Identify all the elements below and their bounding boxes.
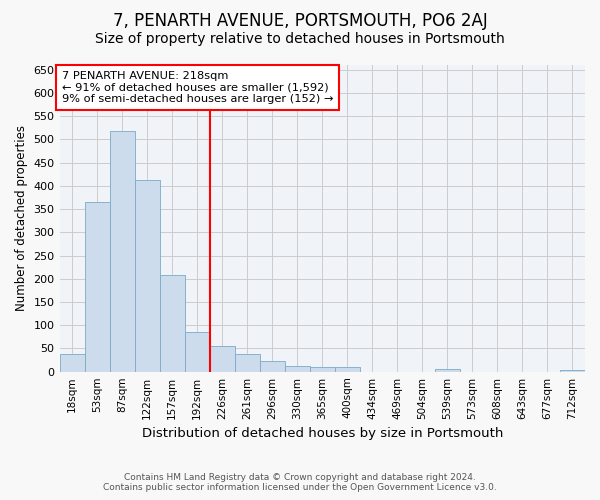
Bar xyxy=(185,332,209,372)
Bar xyxy=(560,370,585,372)
Text: 7 PENARTH AVENUE: 218sqm
← 91% of detached houses are smaller (1,592)
9% of semi: 7 PENARTH AVENUE: 218sqm ← 91% of detach… xyxy=(62,71,334,104)
Y-axis label: Number of detached properties: Number of detached properties xyxy=(15,126,28,312)
Bar xyxy=(160,276,185,372)
Bar xyxy=(310,368,335,372)
Text: 7, PENARTH AVENUE, PORTSMOUTH, PO6 2AJ: 7, PENARTH AVENUE, PORTSMOUTH, PO6 2AJ xyxy=(113,12,487,30)
Text: Size of property relative to detached houses in Portsmouth: Size of property relative to detached ho… xyxy=(95,32,505,46)
Bar xyxy=(59,354,85,372)
Bar xyxy=(435,370,460,372)
Bar xyxy=(110,131,134,372)
Bar xyxy=(260,361,285,372)
Bar xyxy=(209,346,235,372)
Bar xyxy=(85,202,110,372)
Text: Contains HM Land Registry data © Crown copyright and database right 2024.
Contai: Contains HM Land Registry data © Crown c… xyxy=(103,473,497,492)
Bar xyxy=(134,180,160,372)
Bar xyxy=(335,368,360,372)
Bar xyxy=(285,366,310,372)
Bar xyxy=(235,354,260,372)
X-axis label: Distribution of detached houses by size in Portsmouth: Distribution of detached houses by size … xyxy=(142,427,503,440)
